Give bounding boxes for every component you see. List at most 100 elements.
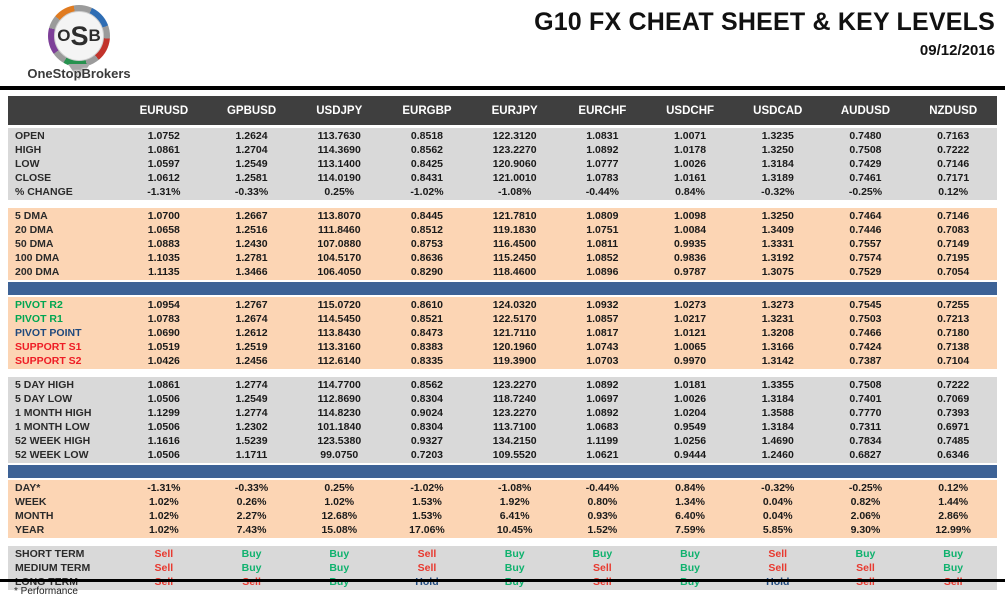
cell-value: 0.7393 — [937, 407, 970, 419]
cell-value: 1.2581 — [235, 172, 268, 184]
table-row: 5 DMA 1.0700 1.2667 113.8070 0.8445 121.7810 1… — [8, 209, 997, 223]
table-row: LOW 1.0597 1.2549 113.1400 0.8425 120.9060 1.0… — [8, 157, 997, 171]
cell-value: 0.9444 — [674, 449, 707, 461]
cell-value: 1.1035 — [147, 252, 180, 264]
cell-value: 1.0690 — [147, 327, 180, 339]
cell-value: -1.02% — [410, 482, 444, 494]
performance-footnote: * Performance — [14, 586, 78, 597]
cell-value: 0.7083 — [937, 224, 970, 236]
cell-value: 1.02% — [324, 496, 355, 508]
cell-value: 0.9024 — [410, 407, 444, 419]
cell-value: 0.12% — [938, 186, 969, 198]
cell-value: 0.8518 — [410, 130, 444, 142]
cell-value: 1.0954 — [147, 299, 180, 311]
cell-value: 115.0720 — [317, 299, 361, 311]
cell-value: 0.25% — [324, 482, 355, 494]
cell-value: 1.2767 — [235, 299, 268, 311]
cell-value: 1.2704 — [235, 144, 268, 156]
cell-value: Sell — [593, 576, 612, 588]
table-row: WEEK 1.02% 0.26% 1.02% 1.53% 1.92% 0.80% 1.34% 0… — [8, 495, 997, 509]
cell-value: 0.12% — [938, 482, 969, 494]
table-row: YEAR 1.02% 7.43% 15.08% 17.06% 10.45% 1.52% 7.5… — [8, 523, 997, 537]
cell-value: 0.7485 — [937, 435, 970, 447]
section-gap — [8, 538, 997, 546]
report-date: 09/12/2016 — [919, 42, 995, 59]
cell-value: 0.7146 — [937, 210, 970, 222]
column-header-eurchf: EURCHF — [578, 104, 627, 117]
row-label: 52 WEEK HIGH — [15, 435, 91, 447]
cell-value: 1.0181 — [674, 379, 707, 391]
cell-value: 1.0861 — [147, 144, 180, 156]
cell-value: 6.41% — [499, 510, 530, 522]
cell-value: 1.0506 — [147, 421, 180, 433]
section-pivots: PIVOT R2 1.0954 1.2767 115.0720 0.8610 124.03… — [8, 297, 997, 369]
cell-value: -0.33% — [234, 186, 269, 198]
top-divider-line — [0, 86, 1005, 90]
cell-value: 0.8512 — [410, 224, 444, 236]
cell-value: 115.2450 — [493, 252, 537, 264]
cell-value: 0.7255 — [937, 299, 970, 311]
cell-value: 114.7700 — [317, 379, 361, 391]
table-row: 52 WEEK HIGH 1.1616 1.5239 123.5380 0.9327 13… — [8, 434, 997, 448]
cell-value: 1.3231 — [761, 313, 794, 325]
cell-value: 2.27% — [236, 510, 267, 522]
cell-value: -0.44% — [585, 482, 619, 494]
cell-value: 0.8304 — [410, 393, 444, 405]
cell-value: 1.0161 — [674, 172, 707, 184]
cell-value: 5.85% — [762, 524, 793, 536]
cell-value: 1.0612 — [147, 172, 180, 184]
cell-value: 1.52% — [587, 524, 618, 536]
row-label: 52 WEEK LOW — [15, 449, 89, 461]
cell-value: 1.53% — [412, 510, 442, 522]
cell-value: 1.2519 — [235, 341, 268, 353]
cell-value: 7.43% — [236, 524, 267, 536]
cell-value: 0.6346 — [937, 449, 970, 461]
cell-value: 1.3235 — [761, 130, 794, 142]
cell-value: Sell — [856, 576, 875, 588]
cell-value: 1.0777 — [586, 158, 619, 170]
cell-value: 0.7146 — [937, 158, 970, 170]
cell-value: 1.34% — [675, 496, 705, 508]
cell-value: 1.53% — [412, 496, 442, 508]
row-label: 1 MONTH HIGH — [15, 407, 92, 419]
cell-value: 119.3900 — [493, 355, 537, 367]
row-label: 100 DMA — [15, 252, 60, 264]
cell-value: 12.68% — [321, 510, 358, 522]
cell-value: 112.8690 — [317, 393, 361, 405]
cell-value: 1.3355 — [761, 379, 794, 391]
cell-value: 113.8070 — [317, 210, 361, 222]
cell-value: 0.7311 — [849, 421, 882, 433]
cell-value: 1.3192 — [761, 252, 794, 264]
cell-value: 1.0892 — [586, 379, 619, 391]
section-ranges: 5 DAY HIGH 1.0861 1.2774 114.7700 0.8562 123.… — [8, 377, 997, 463]
cell-value: 0.8562 — [410, 379, 444, 391]
cell-value: 1.2774 — [235, 407, 268, 419]
logo-pin-tail-icon — [68, 64, 90, 80]
column-header-usdcad: USDCAD — [753, 104, 803, 117]
table-row: PIVOT POINT 1.0690 1.2612 113.8430 0.8473 121… — [8, 326, 997, 340]
cell-value: 0.7054 — [937, 266, 970, 278]
cell-value: 0.25% — [324, 186, 355, 198]
cell-value: 0.6971 — [937, 421, 970, 433]
cell-value: 0.7149 — [937, 238, 970, 250]
row-label: PIVOT R1 — [15, 313, 63, 325]
cell-value: -1.31% — [147, 186, 181, 198]
cell-value: 1.3184 — [761, 421, 794, 433]
cell-value: 0.8521 — [410, 313, 444, 325]
cell-value: 123.2270 — [492, 407, 537, 419]
row-label: 200 DMA — [15, 266, 60, 278]
cell-value: 1.3075 — [761, 266, 794, 278]
cell-value: 1.2667 — [235, 210, 268, 222]
cell-value: Buy — [241, 548, 262, 560]
fx-table: EURUSD GPBUSD USDJPY EURGBP EURJPY EURCHF USDC… — [8, 96, 997, 590]
cell-value: 1.1616 — [147, 435, 180, 447]
cell-value: 1.2516 — [235, 224, 268, 236]
table-row: 1 MONTH HIGH 1.1299 1.2774 114.8230 0.9024 12… — [8, 406, 997, 420]
cell-value: 0.04% — [762, 496, 793, 508]
cell-value: 0.7834 — [849, 435, 882, 447]
row-label: OPEN — [15, 130, 45, 142]
cell-value: 1.0426 — [147, 355, 180, 367]
cell-value: 1.2774 — [235, 379, 268, 391]
cell-value: 1.3184 — [761, 393, 794, 405]
cell-value: 1.3250 — [761, 144, 794, 156]
